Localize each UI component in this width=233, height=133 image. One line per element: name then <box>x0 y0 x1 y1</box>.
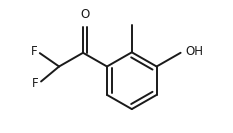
Text: OH: OH <box>185 45 204 58</box>
Text: F: F <box>31 45 38 58</box>
Text: F: F <box>32 77 39 90</box>
Text: O: O <box>81 8 90 21</box>
